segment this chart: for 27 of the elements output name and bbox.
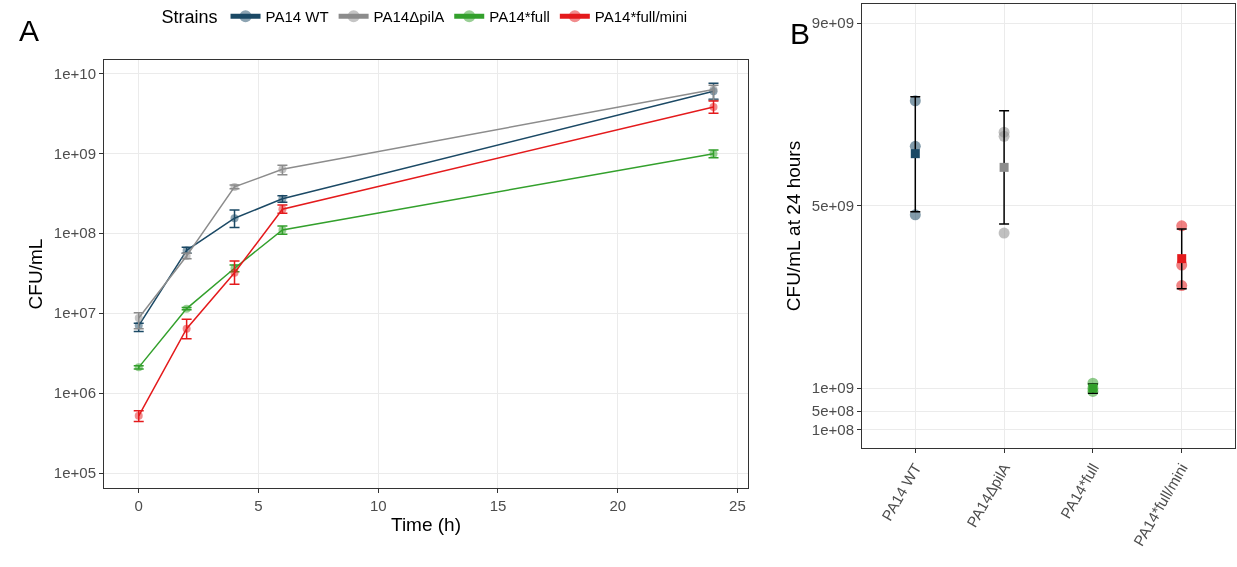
- y-axis-title: CFU/mL at 24 hours: [782, 140, 804, 312]
- x-tick-label: 20: [609, 497, 627, 514]
- y-axis-title: CFU/mL: [24, 238, 46, 310]
- y-tick-label: 9e+09: [811, 14, 854, 32]
- text: B: [790, 17, 811, 50]
- x-tick-label: 25: [729, 497, 746, 514]
- y-tick-label: 1e+07: [53, 304, 96, 322]
- legend-label: PA14*full: [489, 8, 550, 26]
- legend-label: PA14*full/mini: [594, 8, 688, 26]
- x-tick-label: 0: [134, 497, 143, 514]
- y-tick-label: 1e+09: [53, 144, 96, 162]
- legend-title: Strains: [161, 7, 218, 28]
- y-tick-label: 1e+06: [53, 384, 96, 402]
- x-tick-label: 15: [489, 497, 507, 514]
- text: A: [19, 14, 40, 47]
- y-tick-label: 1e+05: [53, 464, 96, 482]
- y-tick-label: 1e+08: [811, 420, 854, 438]
- x-tick-label: 10: [369, 497, 387, 514]
- y-tick-label: 1e+10: [53, 64, 96, 82]
- y-tick-label: 5e+08: [811, 402, 854, 420]
- x-axis-title: Time (h): [390, 513, 462, 535]
- y-tick-label: 5e+09: [811, 196, 854, 214]
- legend-label: PA14ΔpilA: [373, 8, 445, 26]
- x-tick-label: 5: [254, 497, 263, 514]
- legend-label: PA14 WT: [265, 8, 329, 26]
- y-tick-label: 1e+08: [53, 224, 96, 242]
- y-tick-label: 1e+09: [811, 379, 854, 397]
